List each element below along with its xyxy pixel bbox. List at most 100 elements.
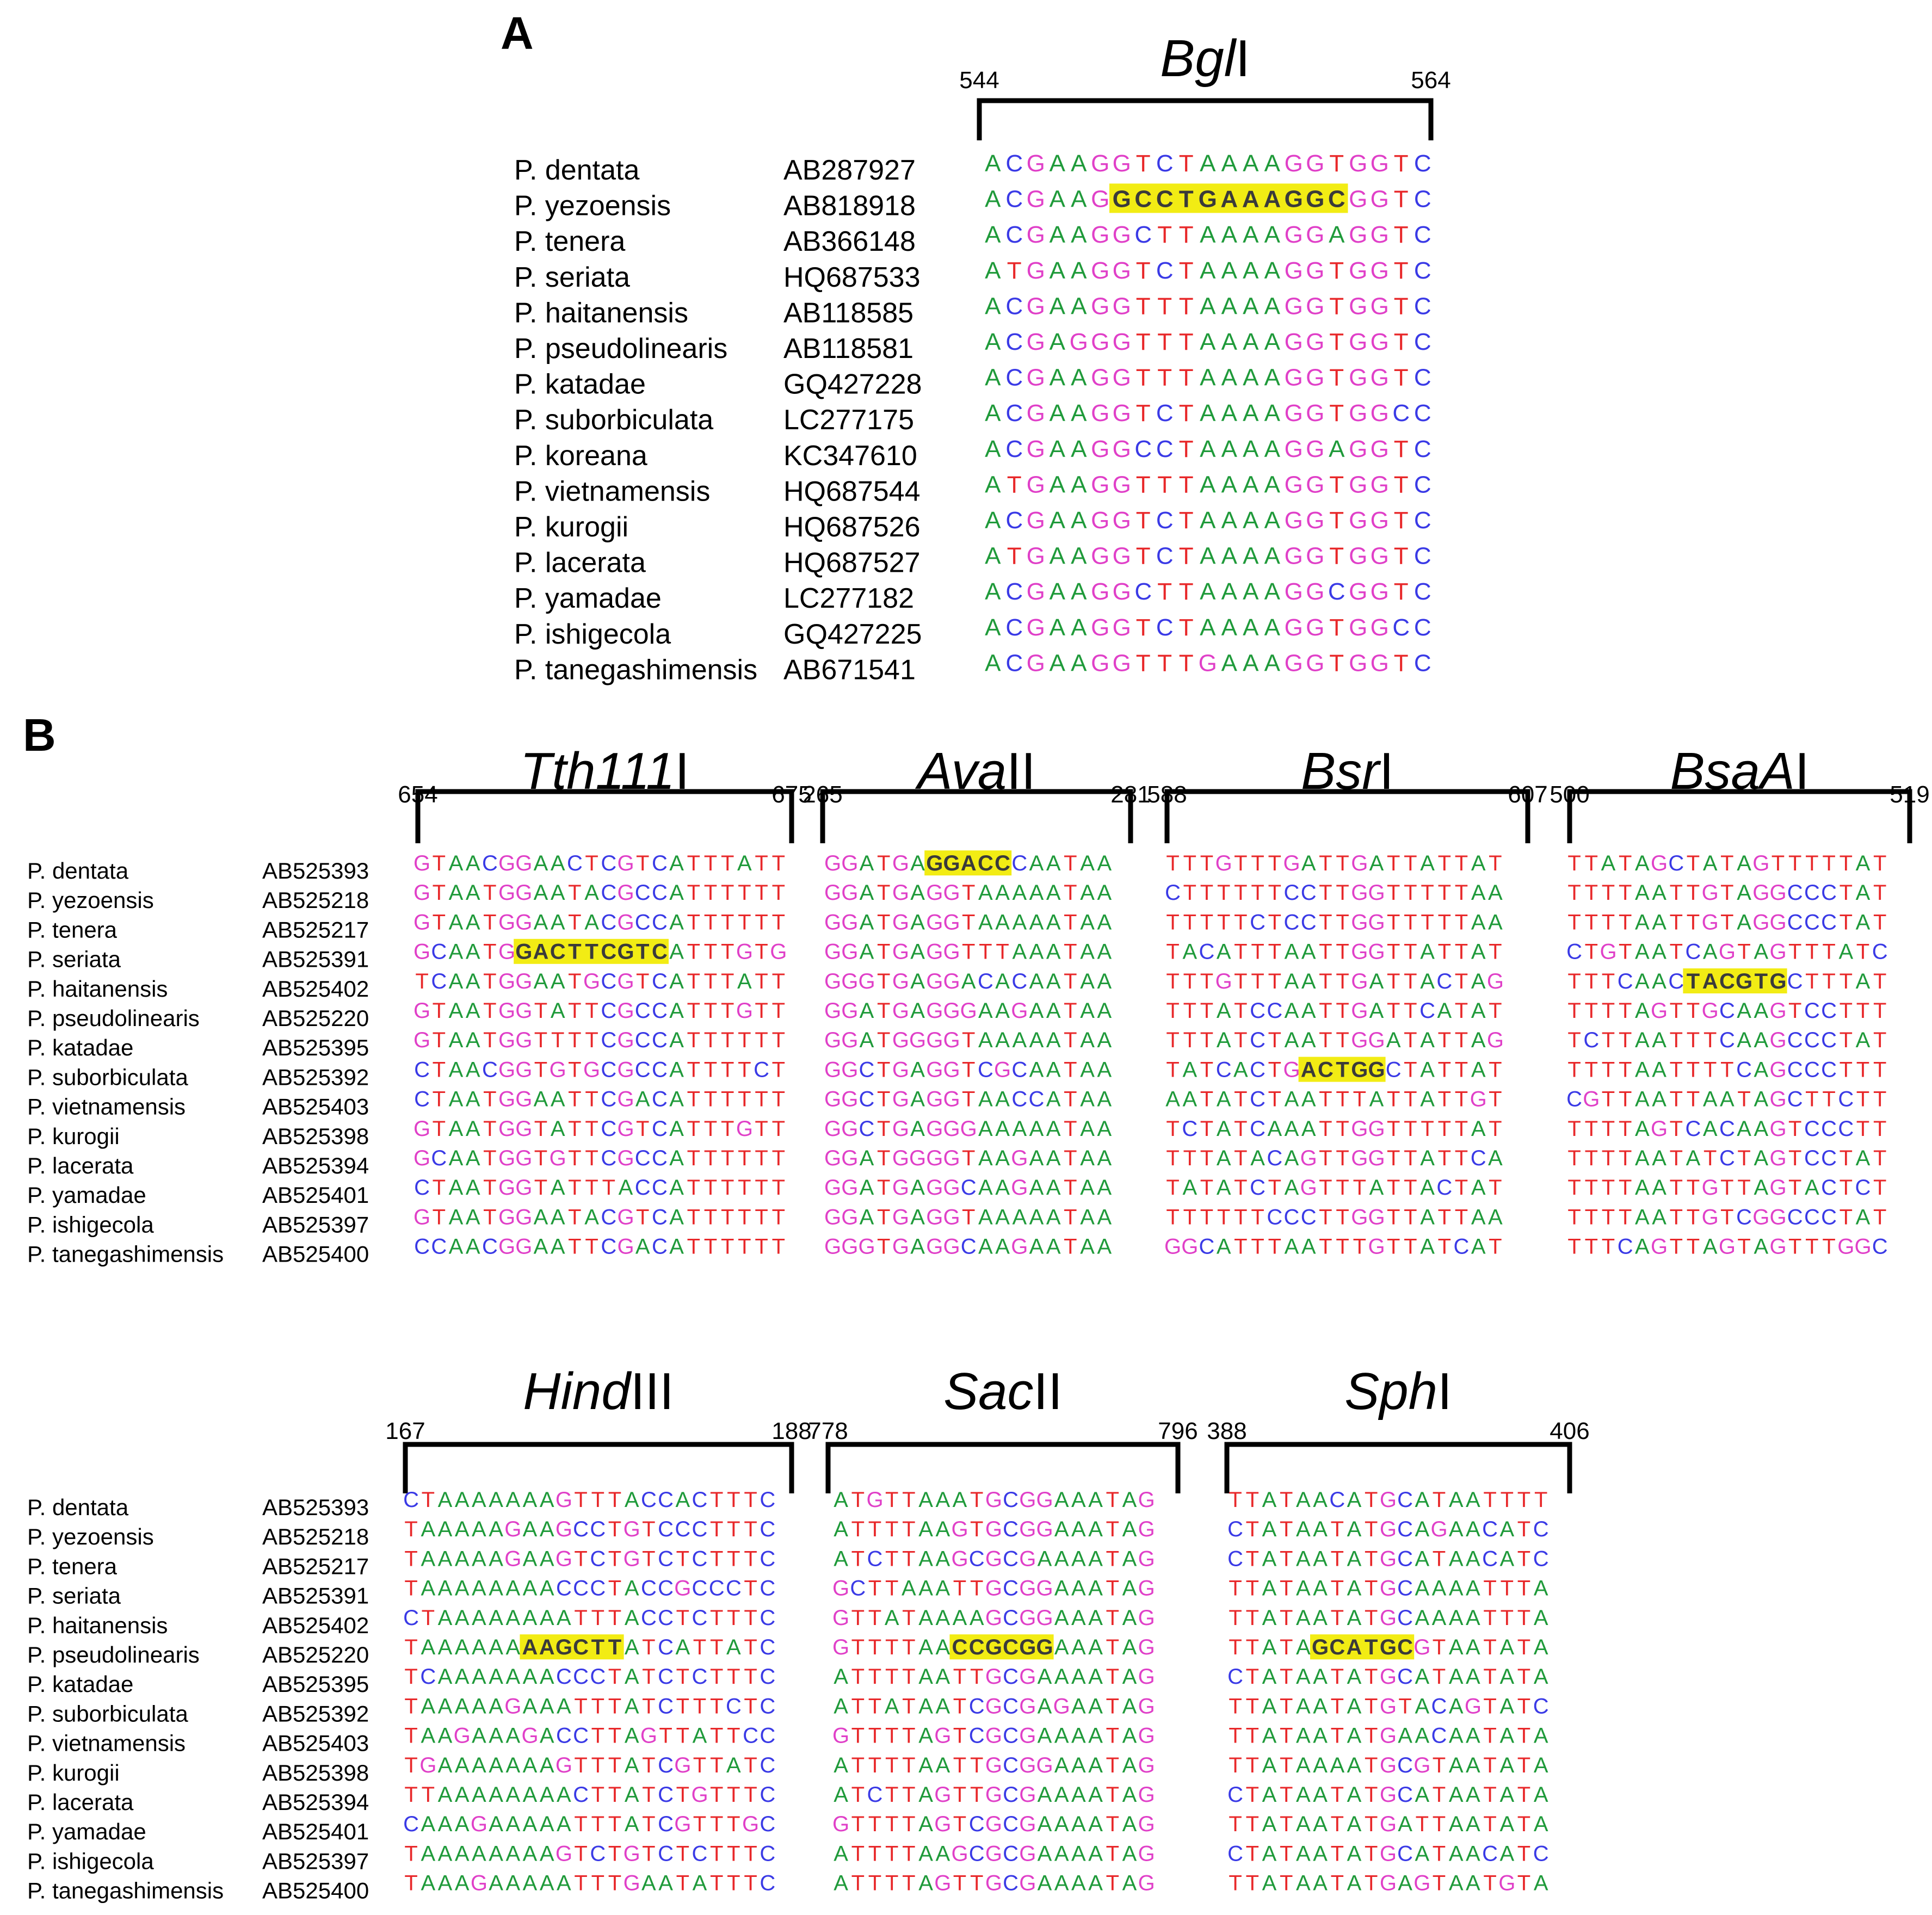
nucleotide: C xyxy=(1482,1842,1498,1865)
nucleotide: G xyxy=(1380,1783,1397,1807)
nucleotide: G xyxy=(824,1176,841,1200)
nucleotide: T xyxy=(1455,969,1468,993)
nucleotide: A xyxy=(1301,1117,1316,1141)
nucleotide: A xyxy=(455,1871,470,1895)
nucleotide: T xyxy=(693,1694,706,1718)
nucleotide: C xyxy=(1397,1577,1413,1601)
nucleotide: T xyxy=(1365,1812,1378,1836)
nucleotide: T xyxy=(1136,329,1151,355)
nucleotide: T xyxy=(608,1488,621,1512)
nucleotide: T xyxy=(1157,293,1172,319)
nucleotide: T xyxy=(1229,1577,1242,1601)
nucleotide: A xyxy=(534,969,548,993)
nucleotide: G xyxy=(832,1606,849,1630)
nucleotide: A xyxy=(472,1842,486,1865)
nucleotide: T xyxy=(568,1146,581,1170)
nucleotide: A xyxy=(1012,1028,1027,1052)
nucleotide: C xyxy=(1003,1842,1019,1865)
nucleotide: G xyxy=(1371,221,1389,248)
nucleotide: T xyxy=(693,1812,706,1836)
accession-number: AB287927 xyxy=(783,155,916,186)
nucleotide: G xyxy=(841,881,858,905)
nucleotide: A xyxy=(1182,1058,1197,1082)
nucleotide: C xyxy=(1787,881,1803,905)
nucleotide: T xyxy=(1319,940,1332,964)
nucleotide: T xyxy=(574,1488,587,1512)
nucleotide: G xyxy=(985,1577,1002,1601)
nucleotide: G xyxy=(1371,329,1389,355)
nucleotide: T xyxy=(1517,1577,1530,1601)
nucleotide: G xyxy=(926,999,943,1023)
nucleotide: T xyxy=(1200,1176,1213,1200)
nucleotide: T xyxy=(1433,1753,1446,1777)
nucleotide: G xyxy=(419,1753,436,1777)
nucleotide: T xyxy=(970,1783,983,1807)
nucleotide: A xyxy=(1329,221,1345,248)
nucleotide: T xyxy=(1602,910,1615,934)
nucleotide: A xyxy=(1264,471,1281,498)
nucleotide: A xyxy=(1449,1635,1464,1659)
nucleotide: C xyxy=(1397,1783,1413,1807)
nucleotide: T xyxy=(1670,1205,1683,1229)
nucleotide: A xyxy=(1449,1665,1464,1689)
nucleotide: A xyxy=(438,1488,453,1512)
nucleotide: T xyxy=(585,1235,598,1259)
enzyme-name-stem: Tth111 xyxy=(520,742,675,800)
nucleotide: G xyxy=(1837,1235,1854,1259)
nucleotide: T xyxy=(1720,1176,1733,1200)
nucleotide: A xyxy=(1301,1235,1316,1259)
nucleotide: C xyxy=(1787,1058,1803,1082)
nucleotide: G xyxy=(1113,221,1131,248)
nucleotide: C xyxy=(760,1783,775,1807)
nucleotide: T xyxy=(1805,1088,1818,1111)
nucleotide: A xyxy=(1097,910,1112,934)
nucleotide: G xyxy=(1368,881,1385,905)
nucleotide: G xyxy=(555,1547,572,1571)
species-name: P. vietnamensis xyxy=(27,1094,186,1120)
nucleotide: G xyxy=(498,1058,515,1082)
nucleotide: T xyxy=(1234,940,1247,964)
nucleotide: A xyxy=(995,1235,1010,1259)
nucleotide: C xyxy=(1719,969,1735,993)
nucleotide: A xyxy=(1262,1488,1277,1512)
nucleotide: T xyxy=(1246,1842,1259,1865)
nucleotide: T xyxy=(953,1665,966,1689)
nucleotide: A xyxy=(1296,1694,1311,1718)
nucleotide: A xyxy=(1313,1694,1328,1718)
nucleotide: G xyxy=(515,1117,532,1141)
nucleotide: T xyxy=(1455,1088,1468,1111)
nucleotide: A xyxy=(1200,578,1216,605)
species-name: P. ishigecola xyxy=(27,1848,154,1874)
nucleotide: C xyxy=(1821,1058,1837,1082)
nucleotide: T xyxy=(608,1753,621,1777)
nucleotide: A xyxy=(1050,614,1066,641)
nucleotide: G xyxy=(841,940,858,964)
nucleotide: T xyxy=(877,1176,890,1200)
nucleotide: T xyxy=(1840,1146,1853,1170)
nucleotide: T xyxy=(642,1517,655,1541)
nucleotide: C xyxy=(652,999,668,1023)
nucleotide: T xyxy=(1517,1753,1530,1777)
nucleotide: A xyxy=(1296,1724,1311,1748)
nucleotide: A xyxy=(1080,881,1095,905)
nucleotide: T xyxy=(738,1205,751,1229)
nucleotide: T xyxy=(1329,471,1344,498)
nucleotide: A xyxy=(978,1117,993,1141)
nucleotide: G xyxy=(1306,436,1324,462)
nucleotide: T xyxy=(885,1665,898,1689)
nucleotide: C xyxy=(482,1058,498,1082)
nucleotide: A xyxy=(1050,400,1066,427)
nucleotide: T xyxy=(1106,1517,1119,1541)
nucleotide: C xyxy=(1003,1694,1019,1718)
nucleotide: G xyxy=(1719,1235,1736,1259)
nucleotide: T xyxy=(1501,1606,1514,1630)
nucleotide: T xyxy=(483,1146,496,1170)
nucleotide: T xyxy=(1489,1058,1502,1082)
nucleotide: G xyxy=(1368,1117,1385,1141)
nucleotide: A xyxy=(1499,1517,1514,1541)
nucleotide: A xyxy=(1200,614,1216,641)
nucleotide: A xyxy=(466,1146,480,1170)
nucleotide: T xyxy=(1856,1058,1869,1082)
nucleotide: G xyxy=(413,1205,430,1229)
nucleotide: T xyxy=(1670,940,1683,964)
